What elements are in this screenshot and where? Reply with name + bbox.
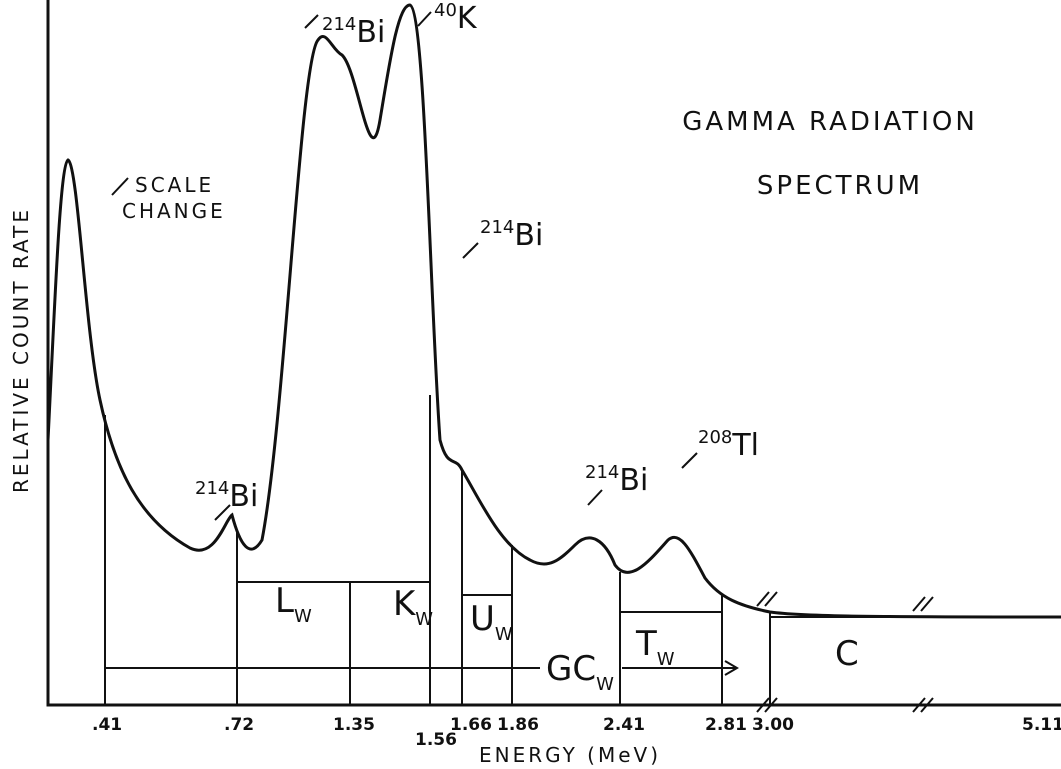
x-tick-label: 3.00 — [752, 715, 794, 735]
label-part: Tl — [731, 428, 759, 463]
label-part: W — [415, 609, 433, 630]
label-part: 40 — [434, 0, 457, 21]
x-tick-label: .72 — [224, 715, 254, 735]
label-part: 214 — [322, 14, 356, 35]
label-part: K — [457, 1, 478, 36]
window-label: GCW — [546, 649, 614, 695]
window-label: KW — [393, 584, 433, 630]
label-part: C — [835, 634, 859, 674]
label-part: W — [596, 674, 614, 695]
label-part: Bi — [514, 218, 543, 253]
label-part: W — [657, 649, 675, 670]
x-tick-label: 2.81 — [705, 715, 747, 735]
y-axis-label: RELATIVE COUNT RATE — [9, 207, 33, 493]
x-tick-label: 5.11 — [1022, 715, 1061, 735]
peak-label: 214Bi — [585, 462, 648, 498]
x-tick-label: 1.56 — [415, 730, 457, 750]
label-part: U — [470, 599, 495, 639]
window-lines — [104, 11, 1061, 713]
label-part: GC — [546, 649, 596, 689]
window-label: TW — [635, 624, 675, 670]
x-tick-label: 1.86 — [497, 715, 539, 735]
peak-label: 208Tl — [698, 427, 759, 463]
label-part: Bi — [229, 479, 258, 514]
label-part: T — [635, 624, 657, 664]
title-line: GAMMA RADIATION — [682, 107, 978, 137]
peak-label: 214Bi — [195, 478, 258, 514]
label-part: 208 — [698, 427, 732, 448]
label-part: 214 — [195, 478, 229, 499]
x-tick-label: 1.35 — [333, 715, 375, 735]
x-tick-label: .41 — [92, 715, 122, 735]
spectrum-curve — [46, 3, 1061, 619]
label-part: W — [294, 606, 312, 627]
scale-change: SCALE — [135, 173, 214, 197]
title-line: SPECTRUM — [757, 171, 923, 201]
x-axis-label: ENERGY (MeV) — [479, 743, 661, 767]
scale-change: CHANGE — [122, 199, 226, 223]
label-part: Bi — [619, 463, 648, 498]
label-part: W — [495, 624, 513, 645]
axes — [46, 0, 1061, 707]
label-part: 214 — [585, 462, 619, 483]
x-tick-label: 1.66 — [450, 715, 492, 735]
label-part: Bi — [356, 15, 385, 50]
window-label: C — [835, 634, 859, 674]
window-label: LW — [275, 581, 312, 627]
window-label: UW — [470, 599, 513, 645]
label-part: K — [393, 584, 417, 624]
x-tick-label: 2.41 — [603, 715, 645, 735]
peak-label: 214Bi — [480, 217, 543, 253]
peak-label: 40K — [434, 0, 478, 36]
label-part: L — [275, 581, 294, 621]
peak-label: 214Bi — [322, 14, 385, 50]
label-part: 214 — [480, 217, 514, 238]
